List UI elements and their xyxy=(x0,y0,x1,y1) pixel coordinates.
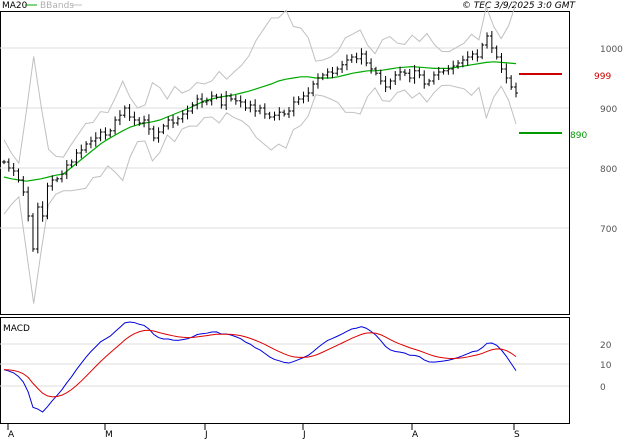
bbands-lower xyxy=(3,84,517,304)
macd-tick-label: 10 xyxy=(600,361,612,371)
price-gridlines xyxy=(0,47,569,229)
legend-ma20: MA20 xyxy=(2,1,28,11)
signal-line xyxy=(3,329,517,398)
x-tick-label: S xyxy=(514,430,520,440)
chart-legend: MA20 BBands xyxy=(2,1,82,11)
x-tick-label: J xyxy=(204,430,208,440)
x-tick-label: J xyxy=(302,430,306,440)
macd-gridlines xyxy=(0,343,569,387)
price-tick-label: 1000 xyxy=(600,45,623,55)
price-tick-label: 700 xyxy=(600,225,617,235)
price-tick-label: 900 xyxy=(600,105,617,115)
macd-panel: MACD xyxy=(0,317,570,424)
macd-y-axis: 20 10 0 xyxy=(600,341,612,393)
resistance-label: 999 xyxy=(594,72,611,82)
bbands-upper xyxy=(3,3,517,165)
legend-bbands: BBands xyxy=(40,1,74,11)
macd-panel-frame xyxy=(0,317,570,424)
macd-lines xyxy=(3,321,517,413)
price-bars xyxy=(2,30,518,254)
x-tick-label: A xyxy=(8,430,15,440)
x-tick-label: M xyxy=(105,430,113,440)
copyright-label: © TEC 3/9/2025 3:0 GMT xyxy=(462,1,577,11)
macd-tick-label: 0 xyxy=(600,383,606,393)
support-label: 890 xyxy=(570,131,587,141)
bollinger-bands xyxy=(3,3,517,304)
price-panel xyxy=(0,3,570,315)
ma20-line xyxy=(3,61,517,182)
price-tick-label: 800 xyxy=(600,165,617,175)
price-y-axis: 700 800 900 1000 xyxy=(600,45,623,235)
macd-line xyxy=(3,321,517,413)
price-panel-frame xyxy=(0,11,570,315)
macd-tick-label: 20 xyxy=(600,341,612,351)
ma20-polyline xyxy=(3,61,517,182)
x-tick-label: A xyxy=(412,430,419,440)
macd-title: MACD xyxy=(3,324,30,334)
